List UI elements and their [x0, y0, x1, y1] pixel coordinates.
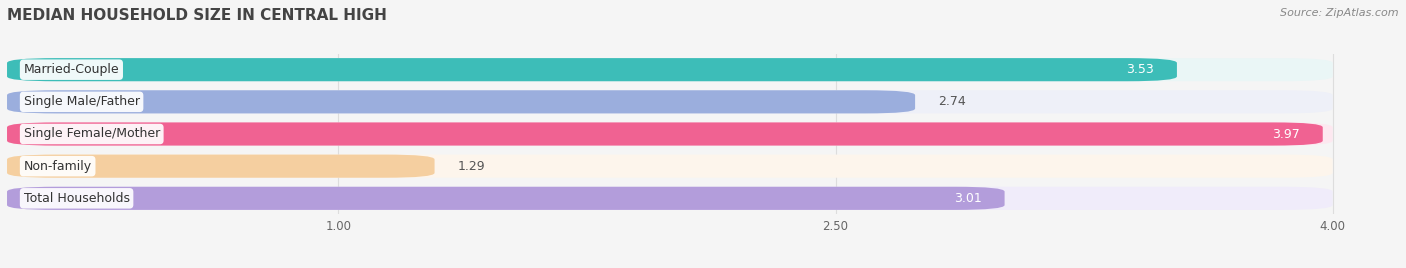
- FancyBboxPatch shape: [7, 155, 434, 178]
- Text: 1.29: 1.29: [458, 160, 485, 173]
- Text: MEDIAN HOUSEHOLD SIZE IN CENTRAL HIGH: MEDIAN HOUSEHOLD SIZE IN CENTRAL HIGH: [7, 8, 387, 23]
- Text: 3.01: 3.01: [953, 192, 981, 205]
- Text: Source: ZipAtlas.com: Source: ZipAtlas.com: [1281, 8, 1399, 18]
- Text: Total Households: Total Households: [24, 192, 129, 205]
- FancyBboxPatch shape: [7, 122, 1323, 146]
- Text: 3.53: 3.53: [1126, 63, 1154, 76]
- Text: Single Female/Mother: Single Female/Mother: [24, 128, 160, 140]
- Text: 3.97: 3.97: [1272, 128, 1299, 140]
- FancyBboxPatch shape: [7, 187, 1004, 210]
- FancyBboxPatch shape: [7, 122, 1333, 146]
- FancyBboxPatch shape: [7, 90, 915, 113]
- Text: 2.74: 2.74: [938, 95, 966, 108]
- FancyBboxPatch shape: [7, 58, 1177, 81]
- FancyBboxPatch shape: [7, 90, 1333, 113]
- FancyBboxPatch shape: [7, 155, 1333, 178]
- Text: Married-Couple: Married-Couple: [24, 63, 120, 76]
- Text: Non-family: Non-family: [24, 160, 91, 173]
- FancyBboxPatch shape: [7, 58, 1333, 81]
- FancyBboxPatch shape: [7, 187, 1333, 210]
- Text: Single Male/Father: Single Male/Father: [24, 95, 139, 108]
